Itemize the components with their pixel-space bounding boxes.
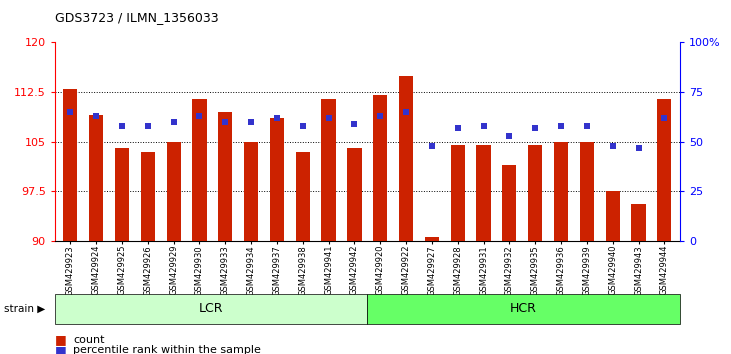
Bar bbox=[502, 165, 517, 241]
Point bbox=[452, 125, 463, 131]
Point bbox=[581, 123, 593, 129]
Bar bbox=[605, 191, 620, 241]
Point bbox=[91, 113, 102, 119]
Bar bbox=[89, 115, 103, 241]
Bar bbox=[657, 99, 672, 241]
Bar bbox=[218, 112, 232, 241]
Bar bbox=[477, 145, 491, 241]
Bar bbox=[580, 142, 594, 241]
Text: count: count bbox=[73, 335, 105, 345]
Bar bbox=[270, 119, 284, 241]
Bar bbox=[425, 238, 439, 241]
Bar bbox=[167, 142, 181, 241]
Point bbox=[116, 123, 128, 129]
Bar bbox=[140, 152, 155, 241]
Text: ■: ■ bbox=[55, 344, 67, 354]
Bar bbox=[554, 142, 568, 241]
Bar bbox=[192, 99, 207, 241]
Bar bbox=[115, 148, 129, 241]
Point bbox=[477, 123, 489, 129]
Point bbox=[400, 109, 412, 115]
Point bbox=[555, 123, 567, 129]
Text: percentile rank within the sample: percentile rank within the sample bbox=[73, 346, 261, 354]
Text: HCR: HCR bbox=[510, 302, 537, 315]
Text: ■: ■ bbox=[55, 333, 67, 346]
Point bbox=[246, 119, 257, 125]
Bar bbox=[347, 148, 362, 241]
Bar bbox=[632, 204, 645, 241]
Point bbox=[297, 123, 308, 129]
Point bbox=[142, 123, 154, 129]
Point bbox=[607, 143, 618, 148]
Bar bbox=[295, 152, 310, 241]
Bar bbox=[63, 89, 77, 241]
Text: LCR: LCR bbox=[199, 302, 224, 315]
Point bbox=[64, 109, 76, 115]
Point bbox=[504, 133, 515, 138]
Bar bbox=[399, 75, 413, 241]
Point bbox=[194, 113, 205, 119]
Bar bbox=[373, 95, 387, 241]
Bar bbox=[244, 142, 258, 241]
Text: strain ▶: strain ▶ bbox=[4, 304, 45, 314]
Bar bbox=[322, 99, 336, 241]
Text: GDS3723 / ILMN_1356033: GDS3723 / ILMN_1356033 bbox=[55, 11, 219, 24]
Bar bbox=[450, 145, 465, 241]
Point bbox=[271, 115, 283, 121]
Point bbox=[659, 115, 670, 121]
Point bbox=[219, 119, 231, 125]
Point bbox=[349, 121, 360, 127]
Point bbox=[529, 125, 541, 131]
Point bbox=[426, 143, 438, 148]
Point bbox=[168, 119, 180, 125]
Bar bbox=[528, 145, 542, 241]
Point bbox=[632, 145, 644, 150]
Point bbox=[323, 115, 335, 121]
Point bbox=[374, 113, 386, 119]
